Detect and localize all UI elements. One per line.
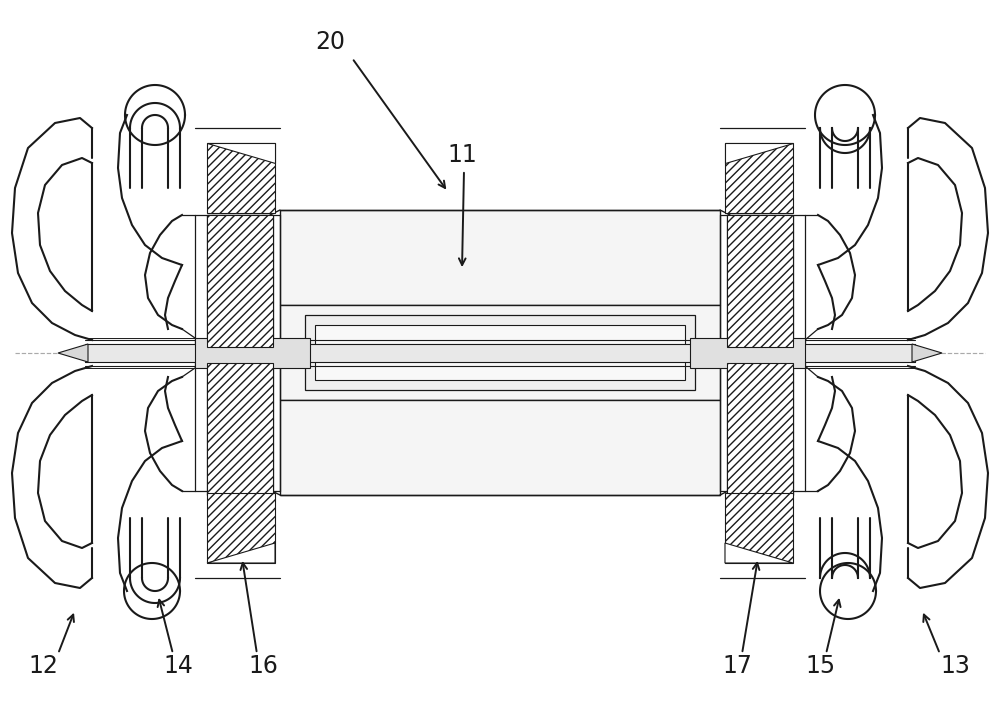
Polygon shape <box>58 344 88 362</box>
Bar <box>207 364 273 495</box>
Bar <box>725 143 793 213</box>
Polygon shape <box>725 143 793 163</box>
Bar <box>727 215 793 347</box>
Text: 13: 13 <box>940 654 970 678</box>
Polygon shape <box>207 543 275 563</box>
Bar <box>727 215 793 347</box>
Polygon shape <box>725 543 793 563</box>
Bar <box>207 215 273 347</box>
Text: 20: 20 <box>315 30 345 54</box>
Bar <box>280 400 720 495</box>
Bar <box>727 364 793 495</box>
Polygon shape <box>912 344 942 362</box>
Polygon shape <box>207 143 275 163</box>
Text: 17: 17 <box>722 654 752 678</box>
Text: 11: 11 <box>447 143 477 167</box>
Text: 16: 16 <box>248 654 278 678</box>
Bar <box>207 143 275 213</box>
Bar <box>85 344 915 362</box>
Text: 12: 12 <box>28 654 58 678</box>
Bar <box>207 493 275 563</box>
Bar <box>207 215 273 347</box>
Text: 14: 14 <box>163 654 193 678</box>
Bar <box>195 338 310 368</box>
Bar <box>207 364 273 495</box>
Bar <box>280 210 720 305</box>
Bar <box>305 315 695 390</box>
Bar <box>280 305 720 400</box>
Bar <box>315 325 685 380</box>
Bar <box>690 338 805 368</box>
Text: 15: 15 <box>805 654 835 678</box>
Bar <box>725 493 793 563</box>
Bar <box>727 364 793 495</box>
